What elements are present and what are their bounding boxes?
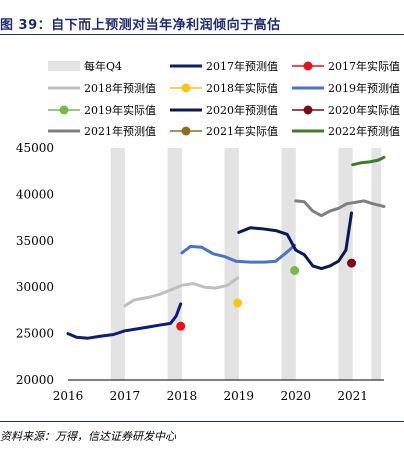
legend-label: 2018年预测值 (84, 81, 156, 95)
source-note: 资料来源：万得，信达证券研发中心 (0, 430, 176, 443)
q4-band-0 (110, 148, 125, 380)
q4-bands (110, 148, 382, 380)
actual-point-1 (233, 298, 243, 308)
x-tick-label: 2018 (167, 389, 198, 403)
legend-label: 2017年实际值 (328, 59, 400, 73)
y-tick-label: 40000 (16, 187, 54, 201)
legend-swatch-dot (181, 126, 191, 136)
series-line-4 (294, 199, 386, 218)
actual-point-2 (290, 265, 300, 275)
legend-label: 2022年预测值 (328, 124, 400, 138)
q4-band-5 (371, 148, 382, 380)
q4-band-1 (167, 148, 182, 380)
legend-label: 2021年实际值 (206, 124, 278, 138)
chart-title: 图 39：自下而上预测对当年净利润倾向于高估 (0, 18, 281, 33)
title-divider (0, 34, 404, 35)
series-line-5 (351, 155, 386, 167)
legend-label: 2020年实际值 (328, 103, 400, 117)
series-line-2 (180, 243, 297, 264)
legend-label: 2019年预测值 (328, 81, 400, 95)
legend-swatch-dot (303, 105, 313, 115)
legend: 每年Q4 2017年预测值 2017年实际值 2018年预测值 2018年实际值 2019… (48, 59, 400, 138)
y-tick-label: 20000 (16, 373, 54, 387)
legend-item: 2017年预测值 (170, 59, 278, 73)
legend-label: 每年Q4 (84, 59, 122, 73)
legend-swatch-dot (59, 105, 69, 115)
x-tick-label: 2021 (337, 389, 368, 403)
x-tick-label: 2019 (224, 389, 255, 403)
y-tick-label: 30000 (16, 280, 54, 294)
series-line-0 (66, 302, 183, 340)
legend-item: 2017年实际值 (292, 59, 400, 73)
legend-swatch-dot (181, 83, 191, 93)
legend-item: 2019年预测值 (292, 81, 400, 95)
legend-item: 2018年实际值 (170, 81, 278, 95)
y-tick-label: 25000 (16, 327, 54, 341)
x-tick-label: 2016 (53, 389, 84, 403)
legend-item: 2020年实际值 (292, 103, 400, 117)
legend-item: 2018年预测值 (48, 81, 156, 95)
y-tick-label: 45000 (16, 141, 54, 155)
series-line-3 (237, 211, 353, 271)
y-tick-label: 35000 (16, 234, 54, 248)
legend-item: 2021年实际值 (170, 124, 278, 138)
legend-item: 2020年预测值 (170, 103, 278, 117)
legend-item: 2021年预测值 (48, 124, 156, 138)
axes: 20000 25000 30000 35000 40000 45000 2016 2017 20… (16, 141, 384, 403)
legend-label: 2018年实际值 (206, 81, 278, 95)
legend-item: 2022年预测值 (292, 124, 400, 138)
legend-label: 2019年实际值 (84, 103, 156, 117)
figure-header: 图 39：自下而上预测对当年净利润倾向于高估 (0, 0, 404, 40)
footer-divider (0, 421, 404, 422)
series-line-1 (123, 276, 240, 308)
series-lines (66, 155, 386, 340)
legend-item: 每年Q4 (48, 59, 122, 73)
actual-dots (176, 258, 357, 331)
legend-swatch-band (48, 61, 80, 71)
q4-band-3 (281, 148, 296, 380)
legend-label: 2021年预测值 (84, 124, 156, 138)
actual-point-3 (347, 258, 357, 268)
legend-swatch-dot (303, 61, 313, 71)
x-tick-label: 2017 (110, 389, 141, 403)
x-tick-label: 2020 (280, 389, 311, 403)
legend-label: 2017年预测值 (206, 59, 278, 73)
legend-label: 2020年预测值 (206, 103, 278, 117)
q4-band-2 (224, 148, 239, 380)
line-chart: 每年Q4 2017年预测值 2017年实际值 2018年预测值 2018年实际值 2019… (16, 59, 400, 403)
legend-item: 2019年实际值 (48, 103, 156, 117)
actual-point-0 (176, 321, 186, 331)
